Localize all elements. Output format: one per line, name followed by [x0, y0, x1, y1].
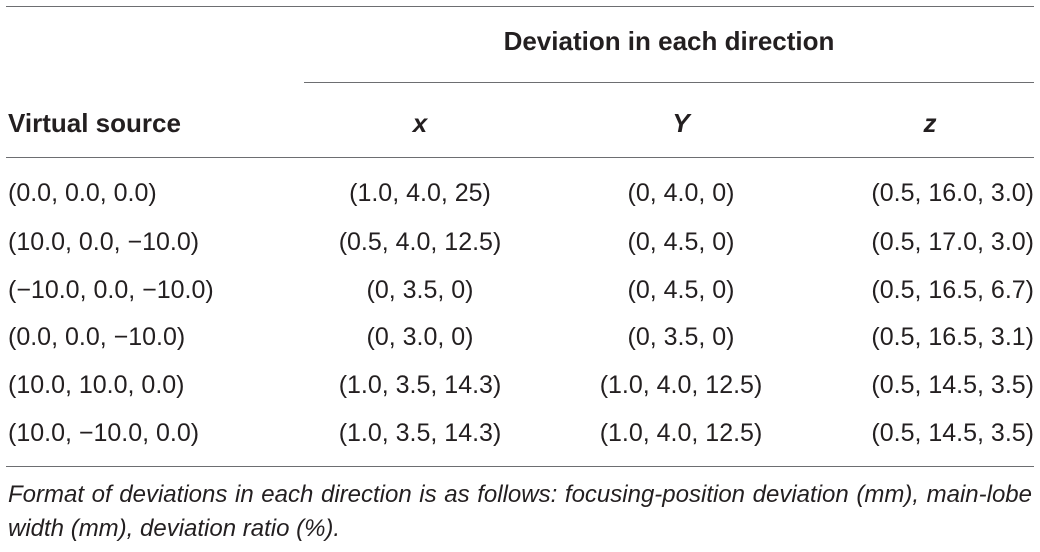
- table-cell-z: (0.5, 14.5, 3.5): [871, 371, 1034, 399]
- table-cell-source: (10.0, 0.0, −10.0): [8, 228, 200, 256]
- table-cell-source: (0.0, 0.0, 0.0): [8, 179, 157, 207]
- table-cell-x: (1.0, 4.0, 25): [349, 179, 491, 207]
- table-cell-source: (−10.0, 0.0, −10.0): [8, 276, 214, 304]
- table-cell-z: (0.5, 17.0, 3.0): [871, 228, 1034, 256]
- table-footnote: Format of deviations in each direction i…: [8, 481, 1032, 542]
- table-cell-y: (0, 3.5, 0): [627, 323, 735, 351]
- table-cell-x: (0, 3.0, 0): [366, 323, 474, 351]
- table-cell-x: (0.5, 4.0, 12.5): [338, 228, 502, 256]
- table-cell-y: (1.0, 4.0, 12.5): [599, 419, 763, 447]
- column-header-z: z: [923, 108, 937, 138]
- group-header-deviation: Deviation in each direction: [503, 26, 835, 56]
- table-cell-y: (1.0, 4.0, 12.5): [599, 371, 763, 399]
- column-header-x: x: [412, 108, 428, 138]
- table-cell-x: (1.0, 3.5, 14.3): [338, 419, 502, 447]
- table-cell-z: (0.5, 16.5, 3.1): [871, 323, 1034, 351]
- table-cell-source: (10.0, 10.0, 0.0): [8, 371, 185, 399]
- column-header-y: Y: [672, 108, 690, 138]
- column-header-virtual-source: Virtual source: [8, 108, 181, 138]
- table-cell-z: (0.5, 16.0, 3.0): [871, 179, 1034, 207]
- table-cell-z: (0.5, 16.5, 6.7): [871, 276, 1034, 304]
- table-top-rule: [6, 6, 1034, 7]
- table-cell-source: (0.0, 0.0, −10.0): [8, 323, 186, 351]
- table-cell-x: (0, 3.5, 0): [366, 276, 474, 304]
- table-cell-y: (0, 4.0, 0): [627, 179, 735, 207]
- group-header-rule: [304, 82, 1034, 83]
- table-cell-source: (10.0, −10.0, 0.0): [8, 419, 200, 447]
- table-cell-y: (0, 4.5, 0): [627, 276, 735, 304]
- header-bottom-rule: [6, 157, 1034, 158]
- table-cell-x: (1.0, 3.5, 14.3): [338, 371, 502, 399]
- table-bottom-rule: [6, 466, 1034, 467]
- table-cell-z: (0.5, 14.5, 3.5): [871, 419, 1034, 447]
- table-cell-y: (0, 4.5, 0): [627, 228, 735, 256]
